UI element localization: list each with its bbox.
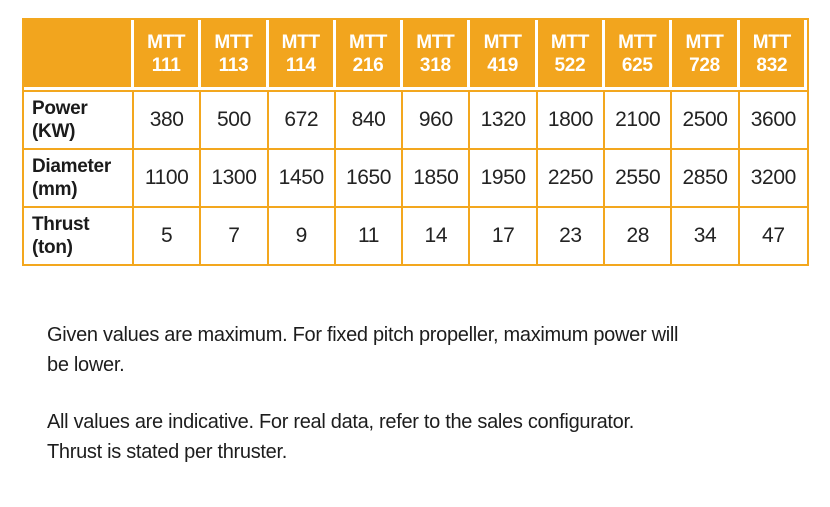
model-column-header: MTT 832: [739, 20, 807, 90]
model-column-header: MTT 625: [605, 20, 673, 90]
spec-cell: 47: [739, 206, 807, 264]
row-label-thrust: Thrust (ton): [24, 206, 134, 264]
spec-cell: 3200: [739, 148, 807, 206]
spec-cell: 1450: [268, 148, 336, 206]
table-row-power: Power (KW) 380 500 672 840 960 1320 1800…: [24, 90, 807, 148]
spec-cell: 5: [134, 206, 202, 264]
model-column-header: MTT 419: [470, 20, 538, 90]
note-paragraph-maximum-values: Given values are maximum. For fixed pitc…: [47, 324, 679, 376]
corner-cell: [24, 20, 134, 90]
spec-cell: 1800: [537, 90, 606, 148]
notes-section: Given values are maximum. For fixed pitc…: [47, 320, 787, 494]
model-column-header: MTT 728: [672, 20, 740, 90]
row-label-diameter: Diameter (mm): [24, 148, 134, 206]
spec-cell: 17: [470, 206, 538, 264]
spec-cell: 28: [605, 206, 673, 264]
spec-cell: 1850: [403, 148, 471, 206]
spec-cell: 7: [201, 206, 269, 264]
spec-cell: 23: [537, 206, 606, 264]
spec-cell: 2850: [672, 148, 740, 206]
spec-cell: 1320: [470, 90, 538, 148]
model-column-header: MTT 522: [537, 20, 606, 90]
spec-cell: 1100: [134, 148, 202, 206]
spec-cell: 14: [403, 206, 471, 264]
table-row-thrust: Thrust (ton) 5 7 9 11 14 17 23 28 34 47: [24, 206, 807, 264]
spec-cell: 380: [134, 90, 202, 148]
spec-cell: 34: [672, 206, 740, 264]
spec-cell: 2250: [537, 148, 606, 206]
spec-cell: 2500: [672, 90, 740, 148]
thruster-spec-table: MTT 111 MTT 113 MTT 114 MTT 216 MTT 318 …: [22, 18, 809, 266]
spec-cell: 1300: [201, 148, 269, 206]
spec-cell: 672: [268, 90, 336, 148]
spec-cell: 960: [403, 90, 471, 148]
model-column-header: MTT 113: [201, 20, 269, 90]
spec-cell: 500: [201, 90, 269, 148]
note-paragraph-indicative-values: All values are indicative. For real data…: [47, 411, 635, 463]
spec-cell: 1650: [335, 148, 404, 206]
spec-cell: 9: [268, 206, 336, 264]
model-column-header: MTT 114: [268, 20, 336, 90]
row-label-power: Power (KW): [24, 90, 134, 148]
model-column-header: MTT 216: [335, 20, 404, 90]
spec-cell: 1950: [470, 148, 538, 206]
spec-cell: 840: [335, 90, 404, 148]
model-column-header: MTT 318: [403, 20, 471, 90]
spec-cell: 2100: [605, 90, 673, 148]
spec-cell: 3600: [739, 90, 807, 148]
table-header-row: MTT 111 MTT 113 MTT 114 MTT 216 MTT 318 …: [24, 20, 807, 90]
spec-cell: 11: [335, 206, 404, 264]
model-column-header: MTT 111: [134, 20, 202, 90]
table-row-diameter: Diameter (mm) 1100 1300 1450 1650 1850 1…: [24, 148, 807, 206]
spec-cell: 2550: [605, 148, 673, 206]
